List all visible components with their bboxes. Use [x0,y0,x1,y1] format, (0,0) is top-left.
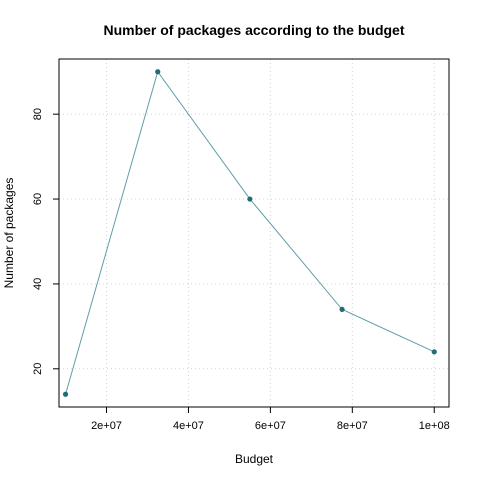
series [62,69,437,397]
x-tick-label: 8e+07 [337,420,368,432]
plot-area [58,58,450,408]
x-tick-label: 4e+07 [173,420,204,432]
y-tick-label: 60 [32,193,44,205]
grid [59,59,449,407]
y-tick-label: 40 [32,278,44,290]
data-point [339,306,345,312]
x-tick-label: 2e+07 [91,420,122,432]
x-axis: 2e+07 4e+07 6e+07 8e+07 1e+08 [91,406,450,432]
x-tick-label: 6e+07 [255,420,286,432]
y-tick-label: 20 [32,363,44,375]
y-axis-label: Number of packages [2,178,16,289]
data-point [431,349,437,355]
series-line [65,70,435,395]
data-point [155,69,161,75]
data-point [247,196,253,202]
chart-title: Number of packages according to the budg… [103,22,404,38]
x-tick-label: 1e+08 [419,420,450,432]
y-axis: 20 40 60 80 [32,108,60,375]
y-tick-label: 80 [32,108,44,120]
x-axis-label: Budget [235,452,274,466]
data-point [62,391,69,397]
